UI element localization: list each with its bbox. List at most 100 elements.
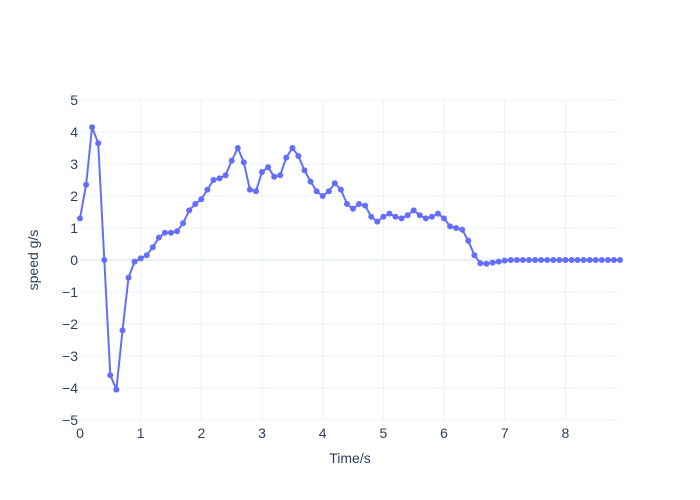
y-tick-label: 1 (70, 220, 78, 236)
data-point (180, 220, 187, 227)
data-point (489, 259, 496, 266)
data-point (174, 228, 181, 235)
data-point (301, 167, 308, 174)
y-tick-label: 3 (70, 156, 78, 172)
data-point (344, 201, 350, 207)
data-point (155, 234, 162, 241)
x-tick-label: 8 (561, 425, 569, 441)
data-point (149, 244, 156, 251)
data-point (483, 260, 490, 267)
x-tick-label: 3 (258, 425, 266, 441)
data-point (350, 205, 356, 212)
data-point (137, 255, 144, 262)
x-tick-label: 0 (76, 425, 84, 441)
data-point (556, 257, 563, 263)
data-point (125, 274, 132, 281)
data-point (210, 177, 217, 183)
data-point (368, 213, 375, 220)
data-point (119, 327, 126, 334)
data-point (186, 207, 193, 214)
data-point (222, 172, 229, 179)
data-point (422, 215, 429, 222)
data-point (617, 257, 623, 263)
data-point (441, 215, 447, 222)
data-point (532, 257, 539, 263)
data-point (610, 257, 617, 263)
data-point (307, 178, 314, 185)
data-point (465, 237, 472, 244)
data-point (574, 257, 581, 263)
data-point (192, 201, 199, 207)
data-point (398, 215, 405, 222)
data-point (216, 175, 223, 182)
x-tick-label: 4 (319, 425, 327, 441)
y-tick-label: 5 (70, 92, 78, 108)
data-point (313, 188, 320, 195)
data-point (477, 260, 484, 267)
data-point (392, 213, 399, 220)
data-point (131, 258, 138, 265)
data-point (289, 145, 296, 151)
data-point (228, 157, 235, 164)
data-point (550, 257, 557, 263)
data-point (259, 169, 265, 175)
data-point (526, 257, 532, 263)
tick-labels: 0 1 2 3 4 5 6 7 8 5 4 3 2 1 0 −1 −2 −3 −4 −5 (62, 92, 569, 441)
data-point (271, 173, 278, 180)
x-axis-title: Time/s (329, 450, 370, 466)
data-point (356, 201, 363, 207)
data-point (471, 252, 478, 259)
y-tick-label: 0 (70, 252, 78, 268)
data-point (416, 212, 423, 219)
data-point (459, 226, 466, 233)
x-tick-label: 7 (501, 425, 509, 441)
data-point (374, 218, 381, 225)
x-tick-label: 5 (379, 425, 387, 441)
data-point (83, 181, 90, 188)
data-point (362, 202, 369, 209)
data-point (319, 193, 326, 199)
data-point (77, 215, 83, 222)
data-point (198, 196, 205, 203)
data-point (604, 257, 611, 263)
x-tick-label: 6 (440, 425, 448, 441)
data-point (592, 257, 599, 263)
data-point (501, 257, 508, 264)
data-point (246, 186, 253, 193)
y-tick-label: −1 (62, 284, 78, 300)
data-point (295, 153, 302, 159)
data-point (519, 257, 526, 263)
y-tick-label: 4 (70, 124, 78, 140)
data-point (277, 172, 284, 179)
y-tick-label: −3 (62, 348, 78, 364)
data-point (428, 213, 435, 220)
data-point (507, 257, 514, 263)
data-point (240, 159, 247, 166)
data-point (337, 186, 344, 193)
data-point (283, 154, 290, 161)
data-point (447, 223, 454, 230)
data-point (95, 140, 102, 147)
data-point (113, 386, 120, 393)
data-point (168, 229, 174, 236)
data-point (143, 252, 150, 259)
data-point (265, 164, 272, 171)
data-point (253, 188, 259, 195)
x-tick-label: 1 (137, 425, 145, 441)
data-point (89, 124, 96, 131)
data-point (234, 145, 241, 151)
data-point (586, 257, 593, 263)
data-point (538, 257, 545, 263)
data-point (107, 372, 114, 379)
y-axis-title: speed g/s (25, 230, 41, 291)
data-point (495, 258, 502, 265)
data-point (331, 180, 338, 187)
series-speed (77, 124, 623, 393)
data-point (453, 225, 460, 231)
data-point (386, 210, 393, 217)
data-point (513, 257, 520, 263)
y-tick-label: −5 (62, 412, 78, 428)
x-tick-label: 2 (197, 425, 205, 441)
